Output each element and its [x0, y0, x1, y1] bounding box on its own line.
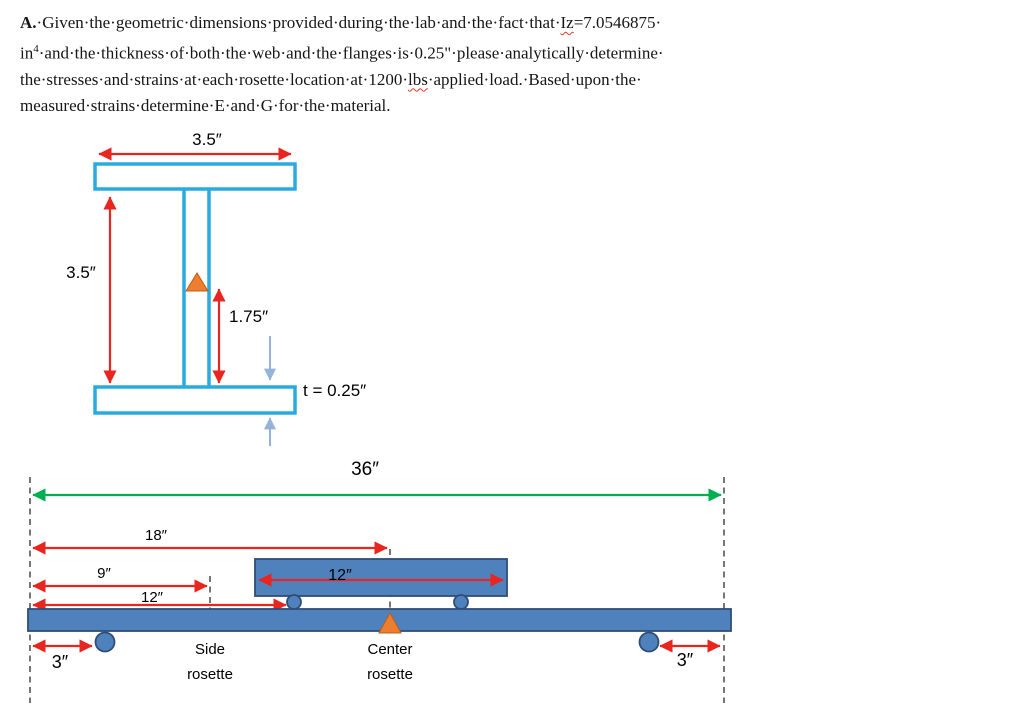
- dim-9-label: 9″: [97, 565, 111, 582]
- load-block: [254, 558, 508, 597]
- center-rosette-label: Center rosette: [345, 637, 435, 687]
- problem-item-label: A.: [20, 13, 37, 32]
- center-rosette-label-line1: Center: [367, 641, 413, 658]
- side-rosette-label-line1: Side: [194, 641, 226, 658]
- flange-width-label: 3.5″: [192, 130, 222, 149]
- dim-12-block-label: 12″: [328, 567, 352, 584]
- left-roller: [286, 594, 302, 610]
- span-label: 36″: [351, 459, 379, 480]
- i-beam-cross-section: [93, 147, 297, 446]
- problem-line-1: A.·Given·the·geometric·dimensions·provid…: [20, 10, 1012, 36]
- half-depth-label: 1.75″: [229, 307, 269, 326]
- thickness-label: t = 0.25″: [303, 381, 367, 400]
- web-rosette-triangle: [185, 272, 209, 292]
- problem-line-3: the·stresses·and·strains·at·each·rosette…: [20, 67, 1012, 93]
- problem-line-2: in4·and·the·thickness·of·both·the·web·an…: [20, 36, 1012, 67]
- side-rosette-label-line2: rosette: [187, 666, 233, 683]
- problem-text-segment: =7.0546875·: [573, 13, 662, 32]
- dim-3-right-label: 3″: [676, 650, 694, 670]
- problem-text-segment: in: [20, 43, 34, 63]
- dim-12-left-label: 12″: [141, 589, 163, 606]
- problem-statement: A.·Given·the·geometric·dimensions·provid…: [20, 10, 1012, 119]
- misspelling-iz: Iz: [560, 13, 574, 32]
- superscript-exponent: 4: [33, 43, 39, 55]
- bottom-flange: [93, 385, 297, 415]
- problem-text-segment: the·stresses·and·strains·at·each·rosette…: [20, 69, 408, 89]
- left-support: [94, 631, 116, 653]
- problem-text-segment: ·and·the·thickness·of·both·the·web·and·t…: [38, 43, 664, 63]
- misspelling-lbs: lbs: [408, 69, 428, 89]
- top-flange: [93, 162, 297, 191]
- problem-line-4: measured·strains·determine·E·and·G·for·t…: [20, 93, 1012, 119]
- side-rosette-label: Side rosette: [165, 637, 255, 687]
- center-rosette-triangle: [378, 611, 402, 634]
- dim-3-left-label: 3″: [51, 652, 69, 672]
- dim-18-label: 18″: [145, 527, 167, 544]
- center-rosette-label-line2: rosette: [367, 666, 413, 683]
- right-support: [638, 631, 660, 653]
- problem-text-segment: measured·strains·determine·E·and·G·for·t…: [20, 95, 391, 115]
- right-roller: [453, 594, 469, 610]
- problem-text-segment: ·Given·the·geometric·dimensions·provided…: [36, 13, 561, 32]
- beam: [27, 608, 732, 632]
- problem-text-segment: ·applied·load.·Based·upon·the·: [427, 69, 642, 89]
- beam-loading-diagram: [27, 477, 732, 703]
- section-height-label: 3.5″: [66, 263, 96, 282]
